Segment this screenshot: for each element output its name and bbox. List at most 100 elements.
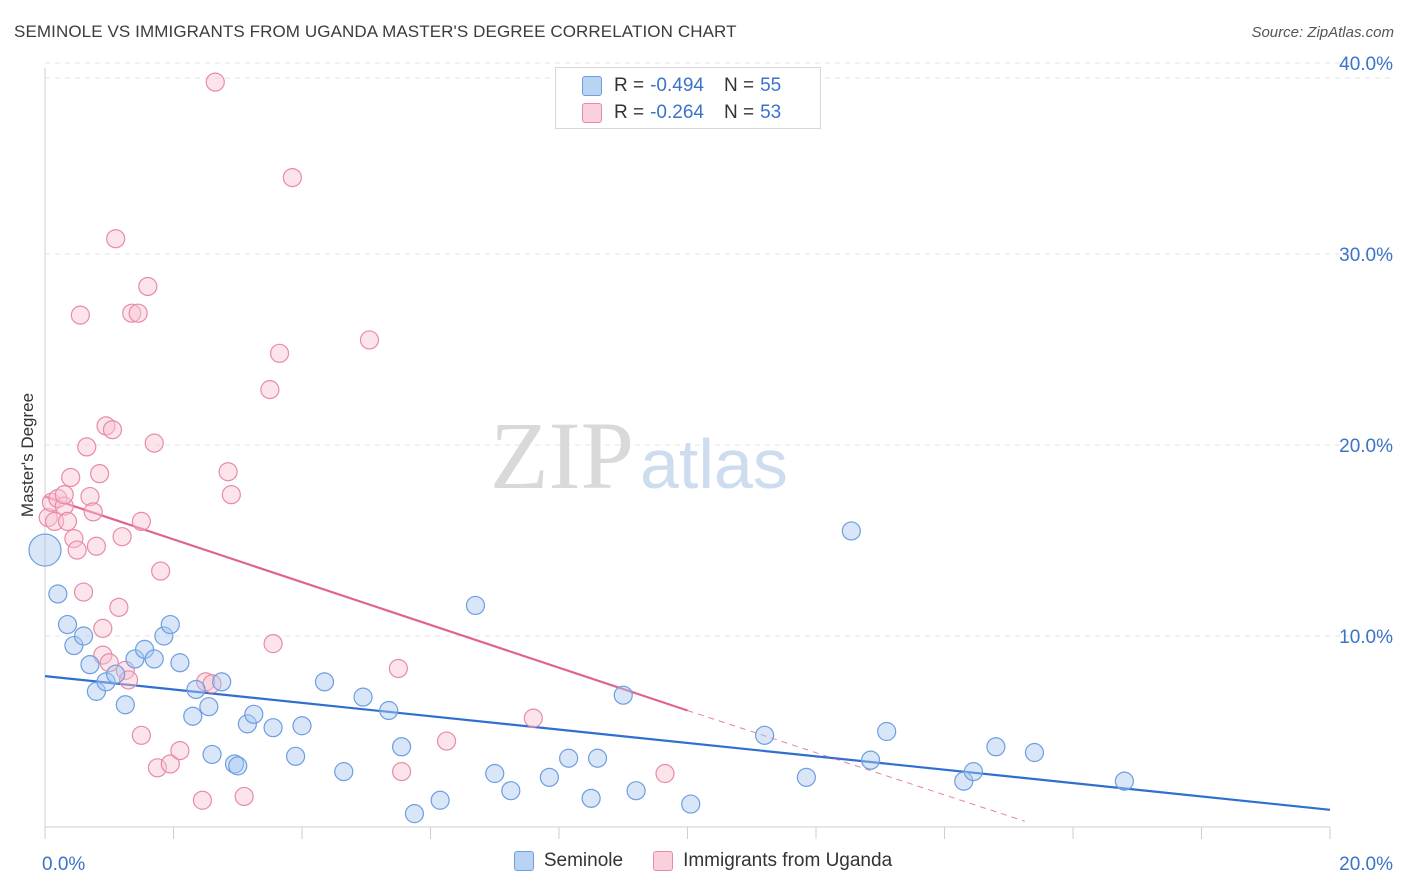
y-tick-label: 40.0%	[1339, 54, 1393, 75]
uganda-point	[128, 303, 148, 323]
uganda-point	[102, 420, 123, 440]
uganda-trend-extension	[687, 710, 1025, 822]
uganda-point	[269, 343, 290, 363]
seminole-point	[160, 614, 180, 635]
legend-item-seminole[interactable]: Seminole	[513, 850, 624, 872]
uganda-point	[359, 330, 380, 350]
stats-r-value: -0.264	[650, 102, 704, 123]
seminole-point	[292, 716, 312, 736]
tick-labels: 10.0% 20.0% 30.0% 40.0% 0.0% 20.0%	[42, 54, 1393, 875]
grid-lines	[45, 62, 1392, 637]
uganda-point	[131, 511, 151, 532]
seminole-point	[154, 626, 174, 646]
watermark-zip: ZIP	[490, 402, 634, 509]
seminole-point	[199, 697, 219, 717]
seminole-point	[539, 767, 559, 787]
seminole-point	[404, 804, 425, 824]
seminole-point	[379, 700, 399, 721]
uganda-point	[388, 658, 408, 679]
uganda-point	[70, 305, 90, 325]
seminole-point	[334, 762, 354, 782]
seminole-point	[681, 794, 701, 814]
uganda-point	[170, 740, 190, 761]
uganda-point	[138, 276, 158, 297]
uganda-point	[221, 485, 241, 505]
seminole-point	[202, 744, 222, 765]
uganda-point	[192, 790, 213, 810]
uganda-point	[147, 758, 168, 778]
uganda-trend-line	[44, 495, 688, 712]
uganda-point	[436, 731, 457, 751]
seminole-point	[841, 521, 861, 541]
legend-swatch-seminole	[513, 851, 534, 871]
seminole-point	[228, 756, 248, 776]
stats-n-value: 55	[760, 75, 782, 96]
uganda-point	[61, 467, 81, 488]
seminole-point	[559, 748, 579, 768]
series-legend: Seminole Immigrants from Uganda	[0, 850, 1406, 872]
y-tick-label: 10.0%	[1339, 627, 1393, 648]
seminole-point	[244, 704, 264, 724]
y-tick-label: 20.0%	[1339, 436, 1393, 457]
seminole-point	[28, 533, 62, 567]
seminole-point	[963, 762, 984, 782]
uganda-point	[77, 437, 97, 457]
uganda-point	[144, 433, 164, 453]
chart-source: Source: ZipAtlas.com	[1251, 24, 1394, 41]
uganda-point	[151, 561, 171, 581]
seminole-point	[314, 672, 335, 692]
seminole-point	[626, 781, 646, 801]
seminole-point	[186, 679, 206, 700]
legend-swatch-uganda	[653, 851, 674, 871]
uganda-point	[57, 511, 78, 532]
uganda-point	[90, 464, 110, 484]
seminole-point	[212, 672, 232, 692]
stats-n-label: N =	[723, 75, 755, 96]
uganda-point	[218, 462, 238, 482]
uganda-point	[282, 168, 302, 188]
uganda-point	[160, 754, 180, 774]
axes	[44, 68, 1331, 839]
uganda-point	[86, 536, 107, 556]
uganda-point	[260, 380, 280, 400]
stats-swatch-uganda	[582, 103, 602, 123]
seminole-point	[430, 790, 450, 810]
watermark: ZIP atlas	[490, 402, 788, 509]
seminole-point	[80, 655, 100, 675]
seminole-point	[263, 718, 283, 738]
uganda-point	[99, 653, 119, 673]
seminole-point	[285, 746, 306, 766]
stats-legend: R = -0.494 N = 55 R = -0.264 N = 53	[555, 67, 821, 129]
y-tick-label: 30.0%	[1339, 245, 1393, 266]
seminole-point	[353, 687, 373, 707]
seminole-point	[986, 737, 1006, 757]
seminole-point	[73, 626, 94, 646]
uganda-point	[73, 582, 94, 602]
seminole-point	[48, 584, 68, 604]
stats-row-seminole: R = -0.494 N = 55	[582, 73, 781, 99]
uganda-point	[131, 725, 151, 745]
seminole-point	[501, 781, 521, 801]
seminole-point	[96, 672, 116, 692]
uganda-point	[391, 762, 412, 782]
legend-label-seminole: Seminole	[543, 850, 624, 871]
uganda-point	[54, 496, 74, 516]
uganda-point	[64, 528, 84, 549]
watermark-atlas: atlas	[640, 425, 788, 503]
seminole-point	[861, 750, 881, 770]
seminole-point	[106, 664, 126, 684]
seminole-point	[877, 721, 897, 742]
seminole-point	[754, 725, 775, 745]
seminole-point	[485, 763, 505, 784]
seminole-point	[581, 788, 601, 808]
seminole-point	[465, 595, 486, 616]
stats-n-label: N =	[723, 102, 755, 123]
seminole-point	[237, 714, 257, 734]
stats-r-label: R =	[614, 75, 645, 96]
seminole-point	[144, 649, 164, 669]
legend-item-uganda[interactable]: Immigrants from Uganda	[653, 850, 892, 872]
uganda-point	[93, 645, 113, 665]
seminole-point	[115, 695, 135, 715]
stats-swatch-seminole	[582, 76, 602, 96]
stats-row-uganda: R = -0.264 N = 53	[582, 100, 781, 126]
